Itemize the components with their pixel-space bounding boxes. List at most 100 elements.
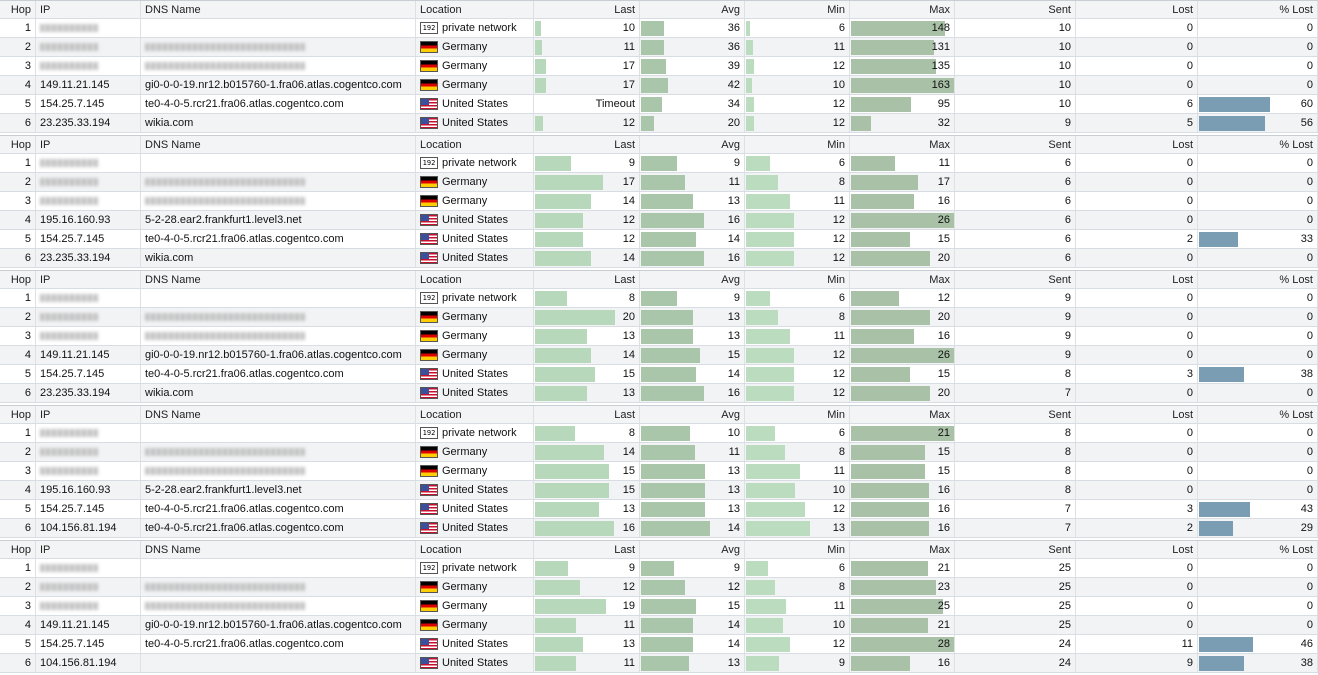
cell-last: 12 bbox=[534, 114, 640, 132]
column-header-hop[interactable]: Hop bbox=[0, 136, 36, 154]
hop-row[interactable]: 3 Germany 17 39 12 135 10 0 0 bbox=[0, 57, 1318, 76]
column-header-location[interactable]: Location bbox=[416, 1, 534, 19]
column-header-hop[interactable]: Hop bbox=[0, 271, 36, 289]
us-flag-icon bbox=[420, 214, 438, 226]
last-value: 20 bbox=[622, 311, 635, 323]
column-header-lost[interactable]: Lost bbox=[1076, 271, 1198, 289]
hop-row[interactable]: 4 149.11.21.145 gi0-0-0-19.nr12.b015760-1.… bbox=[0, 76, 1318, 95]
hop-row[interactable]: 3 Germany 13 13 11 16 9 0 0 bbox=[0, 327, 1318, 346]
column-header-min[interactable]: Min bbox=[745, 136, 850, 154]
hop-row[interactable]: 1 192 private network 8 10 6 21 8 0 0 bbox=[0, 424, 1318, 443]
column-header-pct-lost[interactable]: % Lost bbox=[1198, 1, 1318, 19]
hop-row[interactable]: 5 154.25.7.145 te0-4-0-5.rcr21.fra06.atlas… bbox=[0, 230, 1318, 249]
column-header-pct-lost[interactable]: % Lost bbox=[1198, 541, 1318, 559]
hop-row[interactable]: 5 154.25.7.145 te0-4-0-5.rcr21.fra06.atlas… bbox=[0, 365, 1318, 384]
column-header-max[interactable]: Max bbox=[850, 541, 955, 559]
cell-hop: 1 bbox=[0, 559, 36, 577]
column-header-last[interactable]: Last bbox=[534, 541, 640, 559]
hop-row[interactable]: 4 149.11.21.145 gi0-0-0-19.nr12.b015760-1.… bbox=[0, 616, 1318, 635]
cell-hop: 4 bbox=[0, 616, 36, 634]
hop-row[interactable]: 5 154.25.7.145 te0-4-0-5.rcr21.fra06.atlas… bbox=[0, 95, 1318, 114]
column-header-avg[interactable]: Avg bbox=[640, 1, 745, 19]
column-header-min[interactable]: Min bbox=[745, 1, 850, 19]
column-header-location[interactable]: Location bbox=[416, 541, 534, 559]
hop-row[interactable]: 6 104.156.81.194 te0-4-0-5.rcr21.fra06.atl… bbox=[0, 519, 1318, 538]
hop-row[interactable]: 3 Germany 14 13 11 16 6 0 0 bbox=[0, 192, 1318, 211]
column-header-max[interactable]: Max bbox=[850, 406, 955, 424]
column-header-last[interactable]: Last bbox=[534, 1, 640, 19]
column-header-last[interactable]: Last bbox=[534, 271, 640, 289]
column-header-lost[interactable]: Lost bbox=[1076, 136, 1198, 154]
hop-row[interactable]: 2 Germany 17 11 8 17 6 0 0 bbox=[0, 173, 1318, 192]
hop-row[interactable]: 2 Germany 12 12 8 23 25 0 0 bbox=[0, 578, 1318, 597]
column-header-avg[interactable]: Avg bbox=[640, 406, 745, 424]
column-header-avg[interactable]: Avg bbox=[640, 271, 745, 289]
hop-row[interactable]: 5 154.25.7.145 te0-4-0-5.rcr21.fra06.atlas… bbox=[0, 635, 1318, 654]
column-header-ip[interactable]: IP bbox=[36, 1, 141, 19]
hop-row[interactable]: 2 Germany 20 13 8 20 9 0 0 bbox=[0, 308, 1318, 327]
column-header-sent[interactable]: Sent bbox=[955, 1, 1076, 19]
column-header-dns-name[interactable]: DNS Name bbox=[141, 406, 416, 424]
cell-ip: 154.25.7.145 bbox=[36, 500, 141, 518]
column-header-avg[interactable]: Avg bbox=[640, 541, 745, 559]
column-header-dns-name[interactable]: DNS Name bbox=[141, 1, 416, 19]
hop-row[interactable]: 1 192 private network 10 36 6 148 10 0 0 bbox=[0, 19, 1318, 38]
column-header-sent[interactable]: Sent bbox=[955, 271, 1076, 289]
hop-row[interactable]: 6 104.156.81.194 United States 11 13 9 16 24 9 38 bbox=[0, 654, 1318, 673]
column-header-sent[interactable]: Sent bbox=[955, 136, 1076, 154]
hop-row[interactable]: 4 149.11.21.145 gi0-0-0-19.nr12.b015760-1.… bbox=[0, 346, 1318, 365]
column-header-lost[interactable]: Lost bbox=[1076, 406, 1198, 424]
column-header-location[interactable]: Location bbox=[416, 406, 534, 424]
column-header-hop[interactable]: Hop bbox=[0, 541, 36, 559]
column-header-max[interactable]: Max bbox=[850, 1, 955, 19]
column-header-min[interactable]: Min bbox=[745, 541, 850, 559]
column-header-max[interactable]: Max bbox=[850, 136, 955, 154]
column-header-lost[interactable]: Lost bbox=[1076, 541, 1198, 559]
hop-row[interactable]: 3 Germany 19 15 11 25 25 0 0 bbox=[0, 597, 1318, 616]
hop-row[interactable]: 1 192 private network 9 9 6 21 25 0 0 bbox=[0, 559, 1318, 578]
column-header-sent[interactable]: Sent bbox=[955, 541, 1076, 559]
redacted-dns-name bbox=[145, 448, 305, 456]
column-header-pct-lost[interactable]: % Lost bbox=[1198, 406, 1318, 424]
cell-location: 192 private network bbox=[416, 19, 534, 37]
hop-row[interactable]: 6 23.235.33.194 wikia.com United States 14 16… bbox=[0, 249, 1318, 268]
location-text: Germany bbox=[442, 465, 488, 477]
column-header-last[interactable]: Last bbox=[534, 136, 640, 154]
cell-dns-name bbox=[141, 424, 416, 442]
column-header-dns-name[interactable]: DNS Name bbox=[141, 271, 416, 289]
column-header-hop[interactable]: Hop bbox=[0, 1, 36, 19]
column-header-ip[interactable]: IP bbox=[36, 406, 141, 424]
column-header-pct-lost[interactable]: % Lost bbox=[1198, 136, 1318, 154]
column-header-min[interactable]: Min bbox=[745, 406, 850, 424]
column-header-min[interactable]: Min bbox=[745, 271, 850, 289]
hop-row[interactable]: 2 Germany 14 11 8 15 8 0 0 bbox=[0, 443, 1318, 462]
column-header-lost[interactable]: Lost bbox=[1076, 1, 1198, 19]
hop-row[interactable]: 4 195.16.160.93 5-2-28.ear2.frankfurt1.lev… bbox=[0, 481, 1318, 500]
column-header-ip[interactable]: IP bbox=[36, 271, 141, 289]
max-value: 15 bbox=[937, 465, 950, 477]
column-header-max[interactable]: Max bbox=[850, 271, 955, 289]
column-header-sent[interactable]: Sent bbox=[955, 406, 1076, 424]
column-header-pct-lost[interactable]: % Lost bbox=[1198, 271, 1318, 289]
hop-row[interactable]: 2 Germany 11 36 11 131 10 0 0 bbox=[0, 38, 1318, 57]
cell-min: 9 bbox=[745, 654, 850, 672]
column-header-location[interactable]: Location bbox=[416, 136, 534, 154]
column-header-hop[interactable]: Hop bbox=[0, 406, 36, 424]
column-header-ip[interactable]: IP bbox=[36, 136, 141, 154]
column-header-last[interactable]: Last bbox=[534, 406, 640, 424]
column-header-avg[interactable]: Avg bbox=[640, 136, 745, 154]
column-header-ip[interactable]: IP bbox=[36, 541, 141, 559]
location-text: private network bbox=[442, 22, 517, 34]
hop-row[interactable]: 5 154.25.7.145 te0-4-0-5.rcr21.fra06.atlas… bbox=[0, 500, 1318, 519]
avg-value: 9 bbox=[733, 157, 740, 169]
cell-pct-lost: 0 bbox=[1198, 346, 1318, 364]
column-header-dns-name[interactable]: DNS Name bbox=[141, 136, 416, 154]
column-header-dns-name[interactable]: DNS Name bbox=[141, 541, 416, 559]
hop-row[interactable]: 4 195.16.160.93 5-2-28.ear2.frankfurt1.lev… bbox=[0, 211, 1318, 230]
hop-row[interactable]: 6 23.235.33.194 wikia.com United States 12 20… bbox=[0, 114, 1318, 133]
hop-row[interactable]: 3 Germany 15 13 11 15 8 0 0 bbox=[0, 462, 1318, 481]
hop-row[interactable]: 1 192 private network 9 9 6 11 6 0 0 bbox=[0, 154, 1318, 173]
hop-row[interactable]: 1 192 private network 8 9 6 12 9 0 0 bbox=[0, 289, 1318, 308]
hop-row[interactable]: 6 23.235.33.194 wikia.com United States 13 16… bbox=[0, 384, 1318, 403]
column-header-location[interactable]: Location bbox=[416, 271, 534, 289]
